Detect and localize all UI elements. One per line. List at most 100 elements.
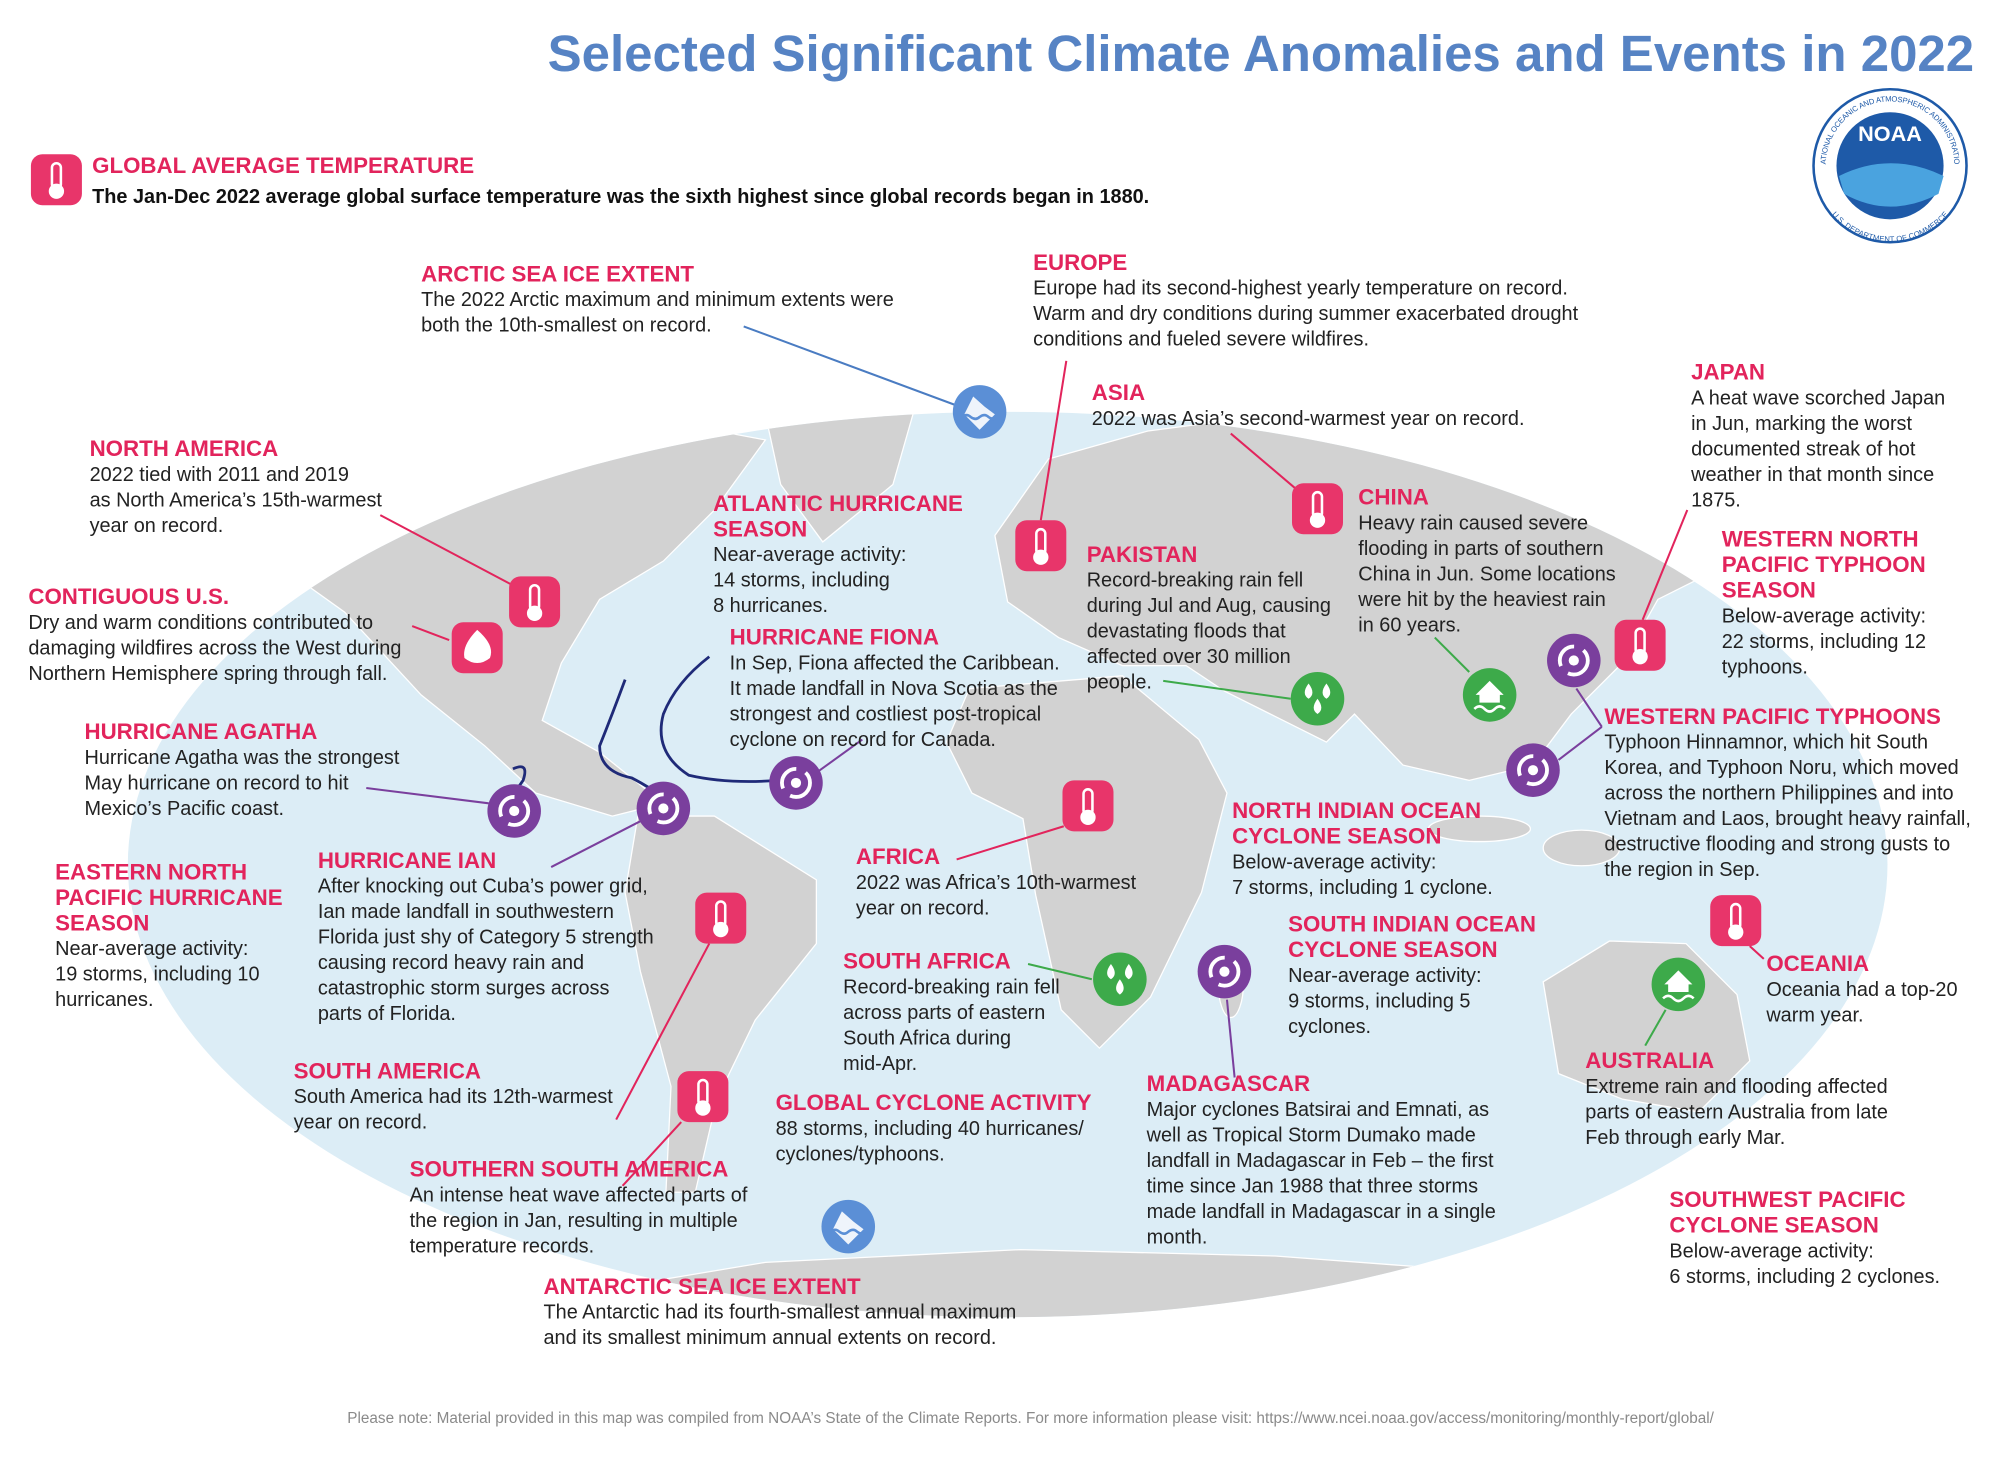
event-text: South America had its 12th-warmest [294, 1086, 614, 1108]
fire-icon [451, 622, 503, 674]
event-text: in Jun, marking the worst [1691, 413, 1912, 435]
icon-bg [1093, 952, 1147, 1007]
event-text: typhoons. [1722, 656, 1808, 678]
event-text: warm year. [1765, 1005, 1863, 1027]
icon-bg [1292, 483, 1344, 535]
event-text: as North America’s 15th-warmest [90, 489, 383, 511]
icon-glyph [1664, 970, 1693, 993]
event-text: 6 storms, including 2 cyclones. [1669, 1266, 1940, 1288]
event-text: A heat wave scorched Japan [1691, 387, 1945, 409]
event-text: strongest and costliest post-tropical [730, 704, 1042, 726]
event-heading: SEASON [55, 910, 149, 935]
event-heading: SEASON [1722, 578, 1816, 603]
event-heading: SOUTH AMERICA [294, 1058, 481, 1083]
leader-line [815, 738, 863, 774]
event-heading: PACIFIC TYPHOON [1722, 552, 1926, 577]
event-text: both the 10th-smallest on record. [421, 315, 712, 337]
icons [30, 154, 1762, 1254]
event-text: Mexico’s Pacific coast. [84, 798, 284, 820]
thermometer-icon [695, 892, 747, 944]
event-text: across parts of eastern [843, 1002, 1045, 1024]
event-text: 14 storms, including [713, 570, 890, 592]
thermometer-icon [677, 1071, 729, 1123]
event-text: catastrophic storm surges across [318, 978, 610, 1000]
event-heading: HURRICANE FIONA [730, 625, 939, 650]
event-heading: HURRICANE AGATHA [84, 719, 317, 744]
event-text: 19 storms, including 10 [55, 964, 259, 986]
icon-glyph [1473, 705, 1506, 713]
event-text: Below-average activity: [1232, 851, 1436, 873]
leader-line [379, 514, 511, 585]
event-text: during Jul and Aug, causing [1087, 595, 1331, 617]
event-heading: SOUTHERN SOUTH AMERICA [410, 1156, 729, 1181]
event-heading: CYCLONE SEASON [1288, 937, 1497, 962]
event-heading: ASIA [1092, 380, 1145, 405]
event-text: Record-breaking rain fell [1087, 570, 1304, 592]
event-text: 2022 tied with 2011 and 2019 [90, 464, 349, 486]
icon-glyph [1124, 963, 1133, 980]
leader-line [615, 943, 711, 1121]
event-text: hurricanes. [55, 989, 153, 1011]
event-text: 9 storms, including 5 [1288, 990, 1470, 1012]
event-text: Northern Hemisphere spring through fall. [28, 663, 387, 685]
thermometer-icon [1710, 895, 1762, 947]
flood-icon [1651, 957, 1706, 1012]
cyclone-icon [1506, 743, 1560, 797]
leader-line [1230, 432, 1300, 492]
thermometer-icon [1614, 619, 1666, 671]
event-heading: AFRICA [856, 844, 940, 869]
leader-line [550, 820, 641, 868]
event-text: 88 storms, including 40 hurricanes/ [776, 1118, 1085, 1140]
icon-bg [1710, 895, 1762, 947]
event-text: landfall in Madagascar in Feb – the firs… [1147, 1150, 1494, 1172]
icon-glyph [1309, 512, 1326, 528]
event-text: Florida just shy of Category 5 strength [318, 927, 654, 949]
event-text: year on record. [294, 1112, 428, 1134]
event-text: in 60 years. [1358, 614, 1461, 636]
rain-icon [1290, 671, 1345, 726]
icon-bg [1062, 780, 1114, 832]
icon-glyph [960, 413, 999, 421]
event-text: Near-average activity: [1288, 965, 1481, 987]
event-text: Record-breaking rain fell [843, 976, 1060, 998]
event-heading: CYCLONE SEASON [1669, 1213, 1878, 1238]
event-text: It made landfall in Nova Scotia as the [730, 678, 1058, 700]
logo-name: NOAA [1858, 121, 1922, 146]
leader-line [743, 325, 958, 407]
event-text: Ian made landfall in southwestern [318, 901, 614, 923]
event-text: Vietnam and Laos, brought heavy rainfall… [1604, 808, 1970, 830]
leader-line [621, 1121, 682, 1187]
event-text: China in Jun. Some locations [1358, 563, 1615, 585]
event-text: Europe had its second-highest yearly tem… [1033, 278, 1568, 300]
thermometer-icon [1062, 780, 1114, 832]
event-text: across the northern Philippines and into [1604, 783, 1953, 805]
event-heading: HURRICANE IAN [318, 848, 496, 873]
event-text: Hurricane Agatha was the strongest [84, 747, 399, 769]
event-heading: ATLANTIC HURRICANE [713, 491, 963, 516]
icon-glyph [1728, 924, 1744, 940]
event-heading: AUSTRALIA [1585, 1048, 1714, 1073]
thermometer-icon [1292, 483, 1344, 535]
event-text: year on record. [90, 515, 224, 537]
icon-bg [1015, 520, 1067, 572]
event-text: Typhoon Hinnamnor, which hit South [1604, 732, 1928, 754]
icon-glyph [1632, 649, 1648, 665]
event-text: conditions and fueled severe wildfires. [1033, 329, 1369, 351]
event-text: cyclone on record for Canada. [730, 729, 996, 751]
event-text: An intense heat wave affected parts of [410, 1184, 748, 1206]
global-heading: GLOBAL AVERAGE TEMPERATURE [92, 153, 474, 178]
icon-glyph [647, 792, 680, 825]
leader-line [1575, 687, 1603, 728]
event-text: documented streak of hot [1691, 438, 1916, 460]
event-text: were hit by the heaviest rain [1357, 589, 1605, 611]
event-text: causing record heavy rain and [318, 952, 584, 974]
event-heading: WESTERN NORTH [1722, 527, 1919, 552]
leader-line [1434, 636, 1470, 673]
icon-glyph [1527, 765, 1539, 776]
icon-glyph [1304, 683, 1313, 699]
icon-glyph [1557, 644, 1590, 677]
event-text: Heavy rain caused severe [1358, 512, 1588, 534]
icon-glyph [48, 183, 65, 199]
cyclone-icon [636, 781, 691, 836]
event-text: May hurricane on record to hit [84, 772, 349, 794]
